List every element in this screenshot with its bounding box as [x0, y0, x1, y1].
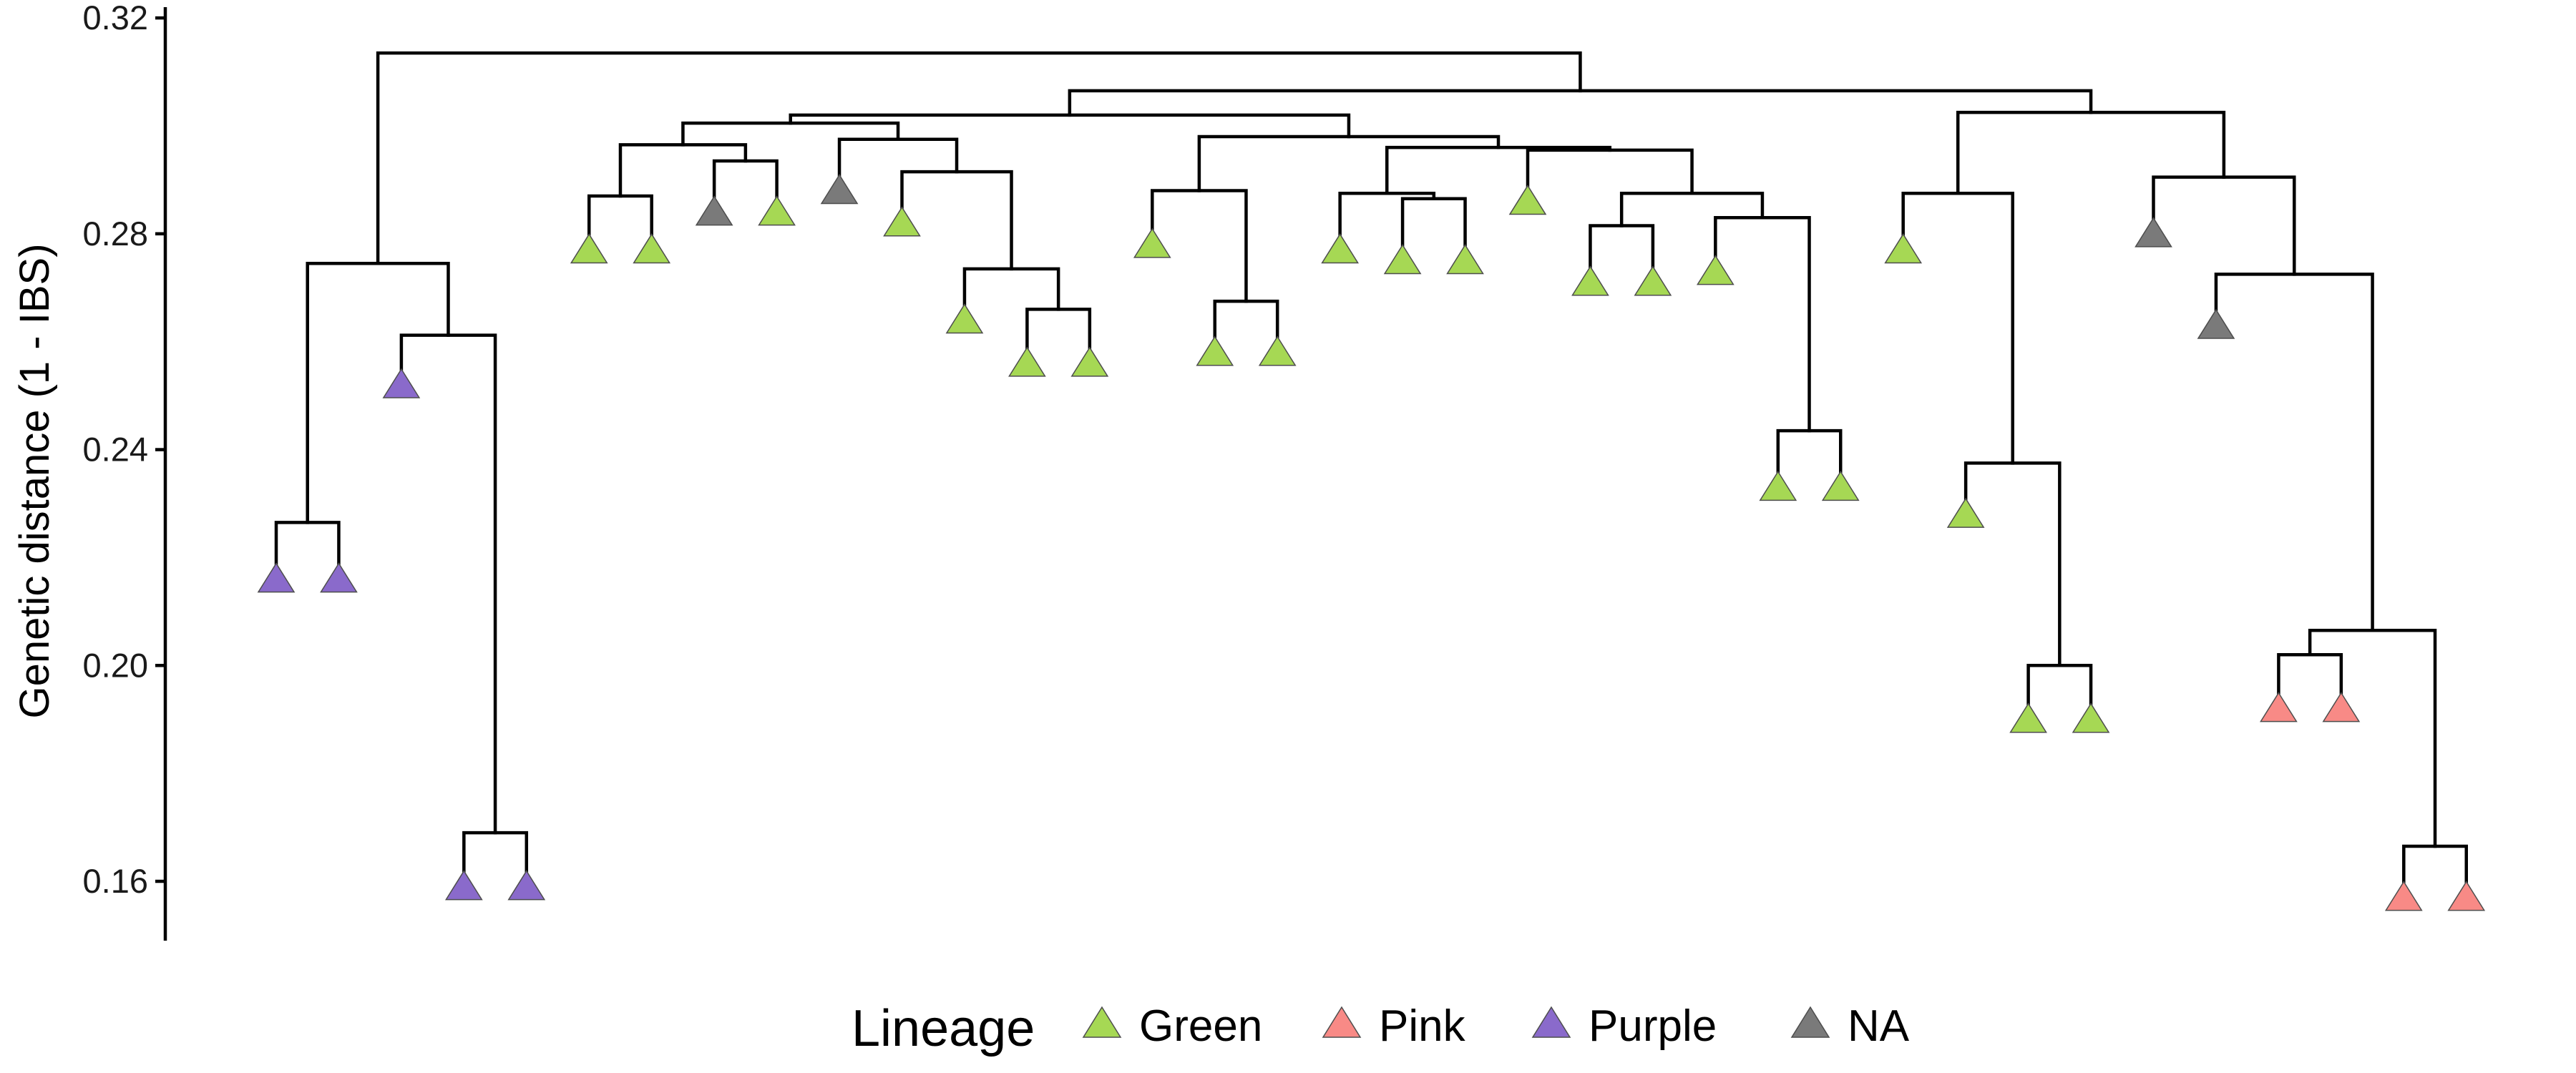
branch [1714, 215, 1811, 433]
y-axis-title: Genetic distance (1 - IBS) [11, 243, 58, 718]
branch [681, 121, 900, 147]
leaf-green-triangle [1070, 346, 1109, 377]
leaf-green-triangle [1196, 335, 1234, 366]
legend: Lineage Green Pink Purple NA [852, 1000, 1910, 1057]
leaf-green-triangle [1821, 470, 1860, 501]
leaf-green-triangle [1884, 233, 1923, 264]
leaf-green-triangle [1008, 346, 1046, 377]
legend-pink-key [1322, 1006, 1362, 1038]
branch [1619, 191, 1765, 227]
branch [306, 262, 450, 524]
leaf-green-triangle [570, 233, 608, 264]
legend-na-label: NA [1848, 1001, 1910, 1051]
branch [1963, 461, 2062, 667]
legend-pink-label: Pink [1379, 1001, 1466, 1051]
branch [2214, 273, 2374, 632]
branch [1025, 308, 1092, 350]
leaf-green-triangle [1634, 265, 1672, 296]
leaf-purple-triangle [507, 870, 546, 901]
leaf-pink-triangle [2447, 881, 2486, 911]
branch [837, 137, 959, 177]
branch [376, 51, 1582, 265]
legend-green-label: Green [1139, 1001, 1262, 1051]
legend-title: Lineage [852, 1000, 1035, 1057]
branch [789, 113, 1351, 139]
leaf-green-triangle [1696, 255, 1735, 285]
leaf-purple-triangle [382, 368, 421, 398]
branch [2152, 175, 2296, 276]
branch [1068, 89, 2093, 117]
leaf-green-triangle [758, 195, 796, 226]
leaf-green-triangle [2072, 702, 2110, 733]
branch [1589, 224, 1655, 268]
branch [618, 143, 748, 198]
branch [1213, 299, 1279, 339]
leaf-green-triangle [945, 303, 984, 334]
y-tick-label: 0.24 [83, 431, 148, 469]
leaf-green-triangle [633, 233, 671, 264]
leaf-green-triangle [1383, 244, 1422, 275]
y-tick-label: 0.32 [83, 0, 148, 36]
legend-entries: Green Pink Purple NA [1082, 1001, 1910, 1051]
leaf-green-triangle [2009, 702, 2047, 733]
leaf-green-triangle [1571, 265, 1609, 296]
legend-na-key [1790, 1006, 1830, 1038]
branch [2402, 844, 2468, 883]
legend-purple-label: Purple [1589, 1001, 1717, 1051]
y-tick-label: 0.28 [83, 215, 148, 253]
y-tick-label: 0.20 [83, 646, 148, 684]
dendrogram-branches [274, 51, 2468, 883]
branch [2277, 652, 2343, 695]
leaf-green-triangle [1759, 470, 1797, 501]
branch [462, 831, 529, 873]
branch [587, 194, 653, 236]
leaf-pink-triangle [2260, 692, 2298, 722]
leaf-pink-triangle [2322, 692, 2361, 722]
leaf-green-triangle [1508, 185, 1547, 215]
leaf-green-triangle [1258, 335, 1297, 366]
branch [2026, 664, 2093, 705]
leaf-markers [257, 174, 2486, 911]
leaf-pink-triangle [2384, 881, 2423, 911]
legend-purple-key [1531, 1006, 1571, 1038]
branch [274, 521, 341, 565]
y-tick-label: 0.16 [83, 862, 148, 900]
branch [1400, 197, 1467, 247]
leaf-na-triangle [820, 174, 859, 205]
branch [1197, 134, 1501, 192]
leaf-na-triangle [2135, 217, 2172, 248]
leaf-green-triangle [883, 206, 921, 237]
branch [712, 159, 779, 198]
branch [1385, 145, 1612, 195]
branch [1776, 428, 1843, 474]
branch [962, 267, 1060, 311]
leaf-green-triangle [1321, 233, 1360, 264]
leaf-na-triangle [695, 195, 733, 226]
legend-green-key [1082, 1006, 1122, 1038]
leaf-green-triangle [1946, 497, 1985, 528]
branch [1151, 189, 1248, 303]
y-axis: 0.16 0.20 0.24 0.28 0.32 [83, 0, 167, 941]
leaf-purple-triangle [444, 870, 483, 901]
leaf-purple-triangle [257, 562, 296, 593]
leaf-green-triangle [1133, 227, 1171, 258]
branch [2308, 629, 2437, 848]
branch [399, 333, 497, 835]
leaf-purple-triangle [320, 562, 358, 593]
y-ticks: 0.16 0.20 0.24 0.28 0.32 [83, 0, 165, 900]
branch [900, 170, 1013, 271]
branch [1956, 110, 2226, 195]
leaf-green-triangle [1446, 244, 1484, 275]
branch [1901, 191, 2014, 465]
leaf-na-triangle [2197, 308, 2235, 339]
branch [1526, 148, 1694, 195]
